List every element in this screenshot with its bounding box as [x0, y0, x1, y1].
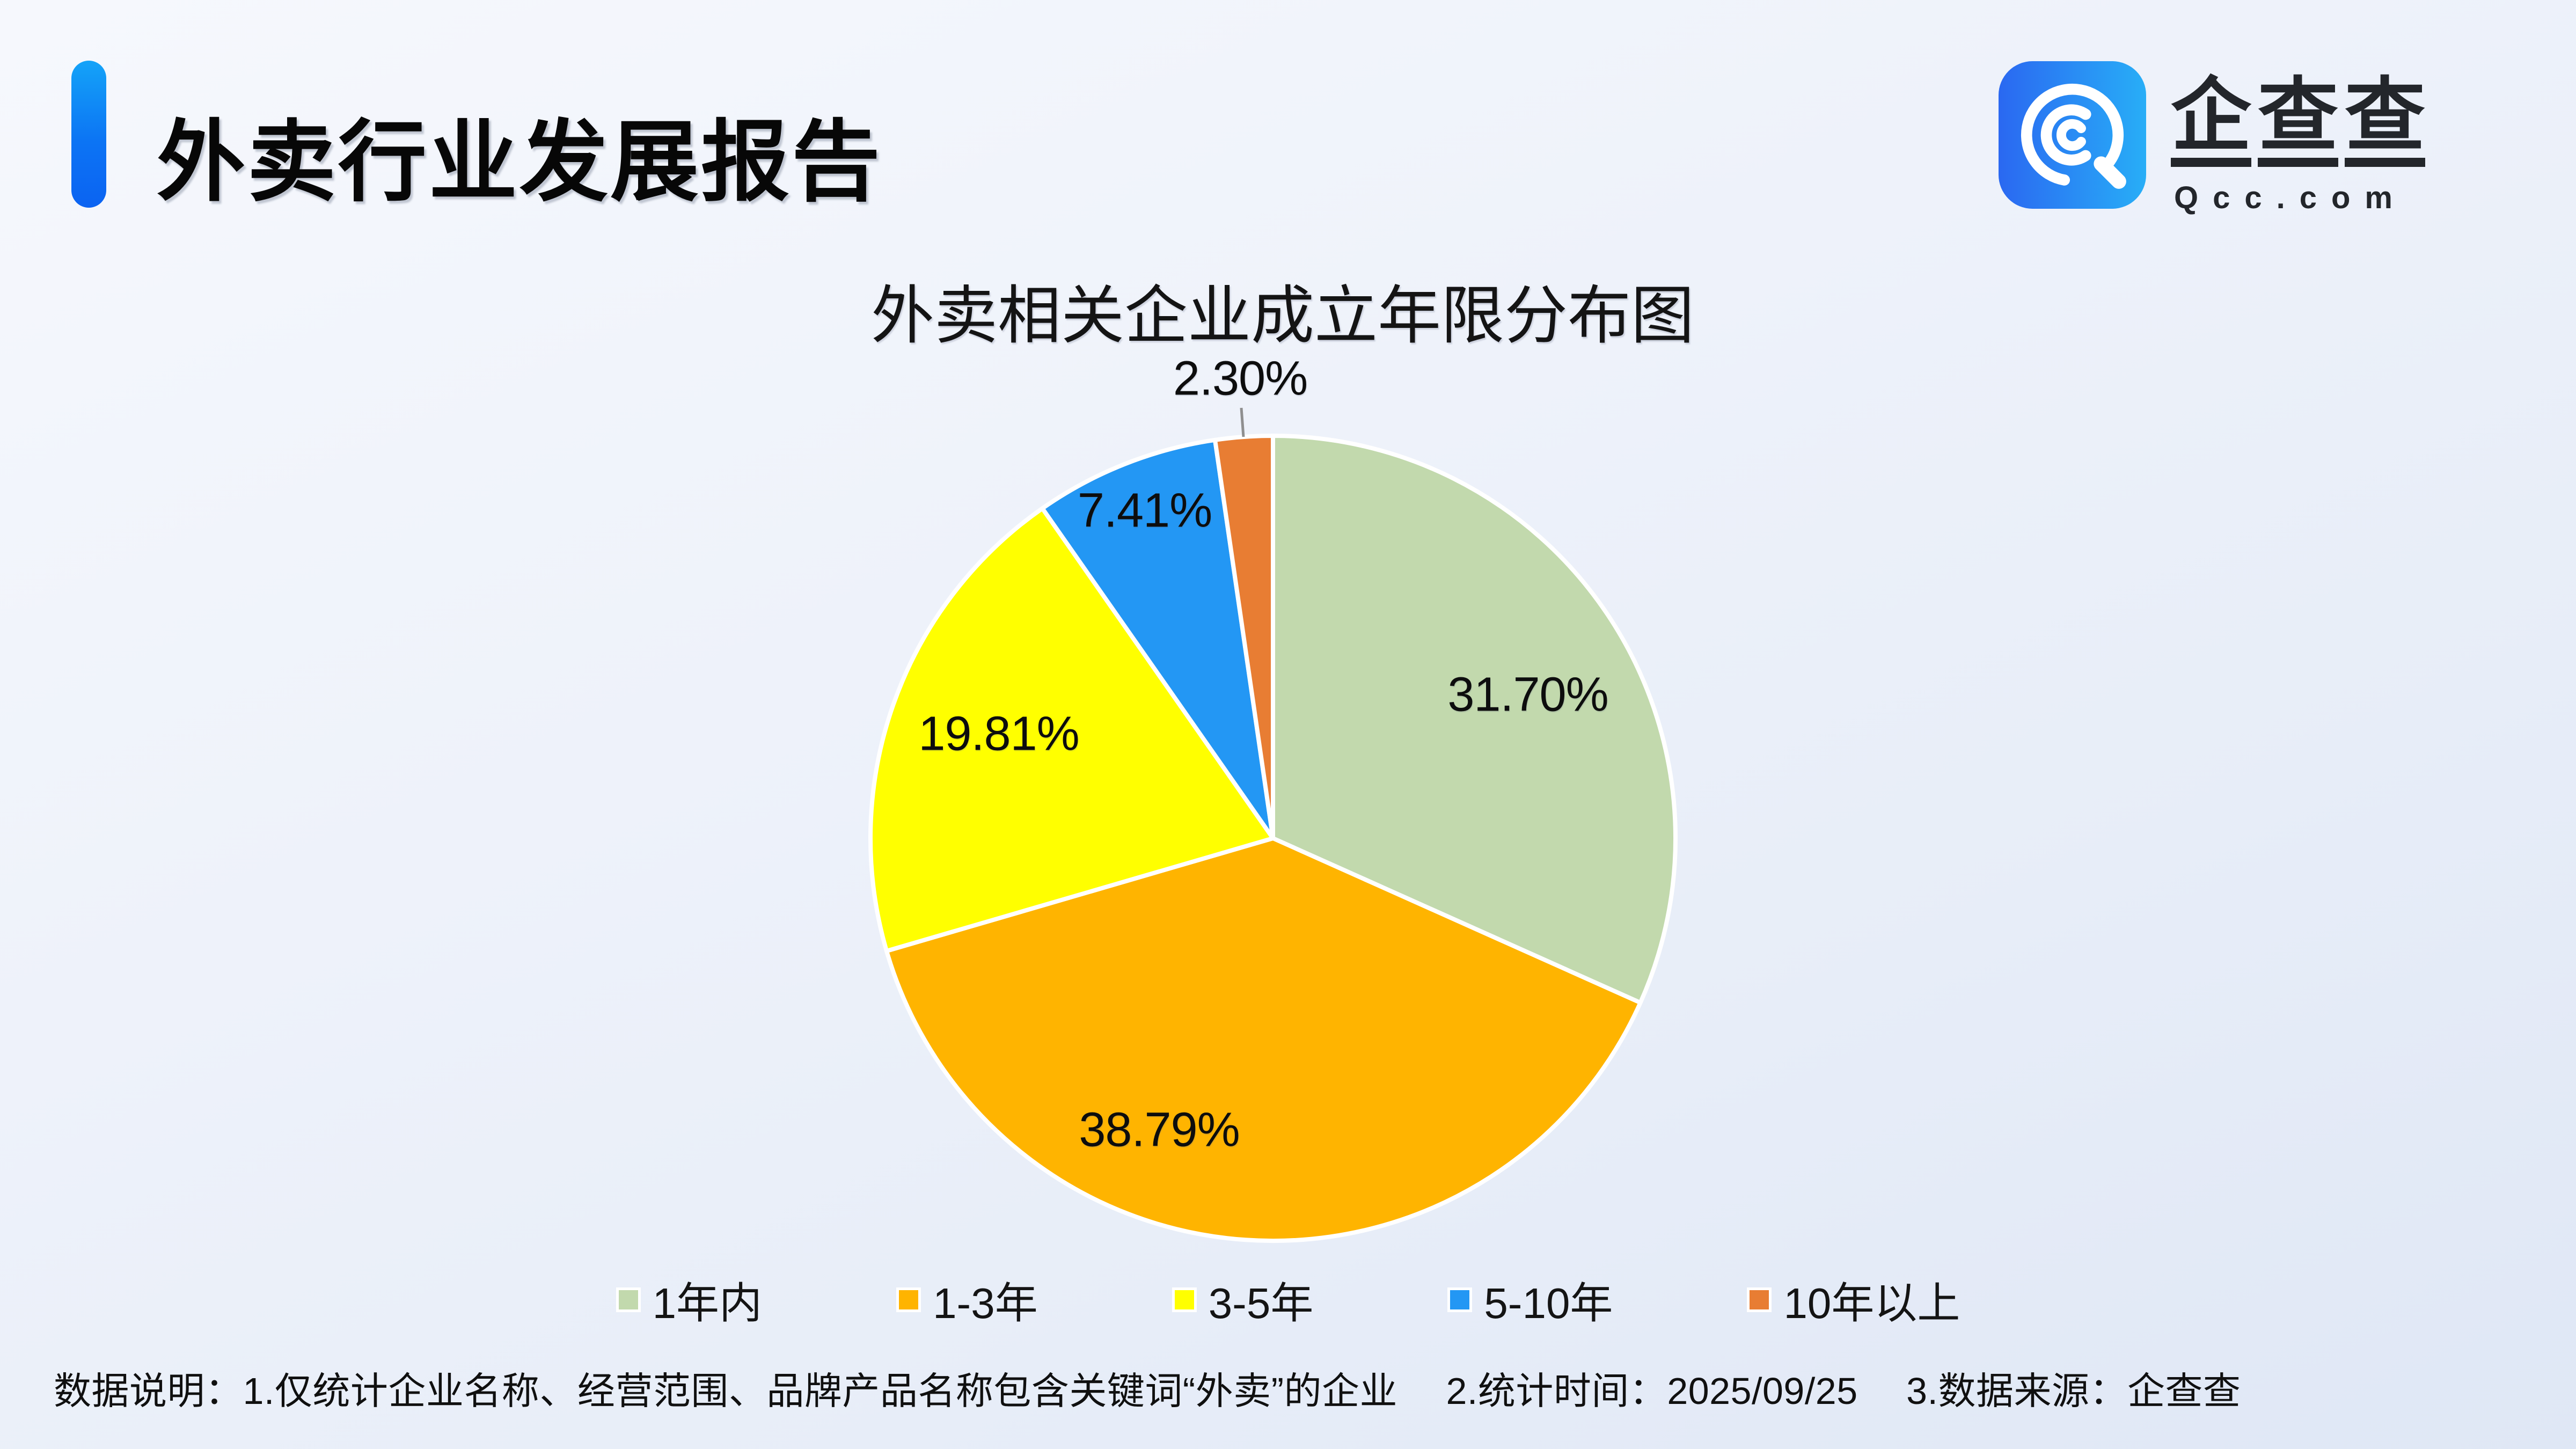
page-title: 外卖行业发展报告 — [157, 113, 882, 211]
legend-swatch — [616, 1287, 641, 1312]
legend-label: 1年内 — [652, 1279, 763, 1327]
legend-item-1-3年: 1-3年 — [896, 1269, 1038, 1331]
qcc-logo: 企查查 Qcc.com — [1999, 61, 2432, 216]
legend-item-5-10年: 5-10年 — [1447, 1269, 1613, 1331]
pie-slice-1-3年 — [884, 836, 1643, 1243]
pie-label-10年以上: 2.30% — [1173, 352, 1308, 406]
pie-slice-3-5年 — [868, 506, 1275, 953]
pie-chart — [868, 407, 1678, 1243]
qcc-logo-name: 企查查 — [2171, 75, 2432, 167]
legend-swatch — [1747, 1287, 1772, 1312]
legend-item-10年以上: 10年以上 — [1747, 1269, 1960, 1331]
title-accent-bar — [71, 61, 106, 208]
legend-label: 1-3年 — [933, 1279, 1038, 1327]
qcc-logo-text: 企查查 Qcc.com — [2171, 75, 2432, 216]
pie-label-1年内: 31.70% — [1447, 668, 1608, 722]
chart-title: 外卖相关企业成立年限分布图 — [870, 281, 1694, 352]
legend-swatch — [1447, 1287, 1473, 1312]
qcc-magnifier-q-icon — [1999, 61, 2146, 209]
legend-swatch — [1172, 1287, 1197, 1312]
legend-label: 3-5年 — [1208, 1279, 1314, 1327]
pie-slice-1年内 — [1271, 434, 1678, 1005]
data-note: 数据说明：1.仅统计企业名称、经营范围、品牌产品名称包含关键词“外卖”的企业 2… — [54, 1370, 2241, 1412]
pie-slice-10年以上 — [1213, 433, 1275, 840]
pie-label-1-3年: 38.79% — [1079, 1103, 1240, 1157]
pie-label-3-5年: 19.81% — [918, 707, 1079, 761]
chart-legend: 1年内 1-3年 3-5年 5-10年 10年以上 — [0, 1269, 2576, 1331]
legend-swatch — [896, 1287, 921, 1312]
legend-item-1年内: 1年内 — [616, 1269, 763, 1331]
legend-item-3-5年: 3-5年 — [1172, 1269, 1314, 1331]
pie-slice-5-10年 — [1040, 437, 1275, 840]
leader-line — [1240, 407, 1245, 437]
qcc-logo-domain: Qcc.com — [2174, 180, 2407, 215]
legend-label: 10年以上 — [1783, 1279, 1960, 1327]
qcc-logo-char: 企 — [2171, 75, 2252, 167]
pie-label-5-10年: 7.41% — [1077, 484, 1212, 538]
qcc-logo-char: 查 — [2345, 75, 2426, 167]
qcc-logo-char: 查 — [2258, 75, 2339, 167]
legend-label: 5-10年 — [1484, 1279, 1613, 1327]
